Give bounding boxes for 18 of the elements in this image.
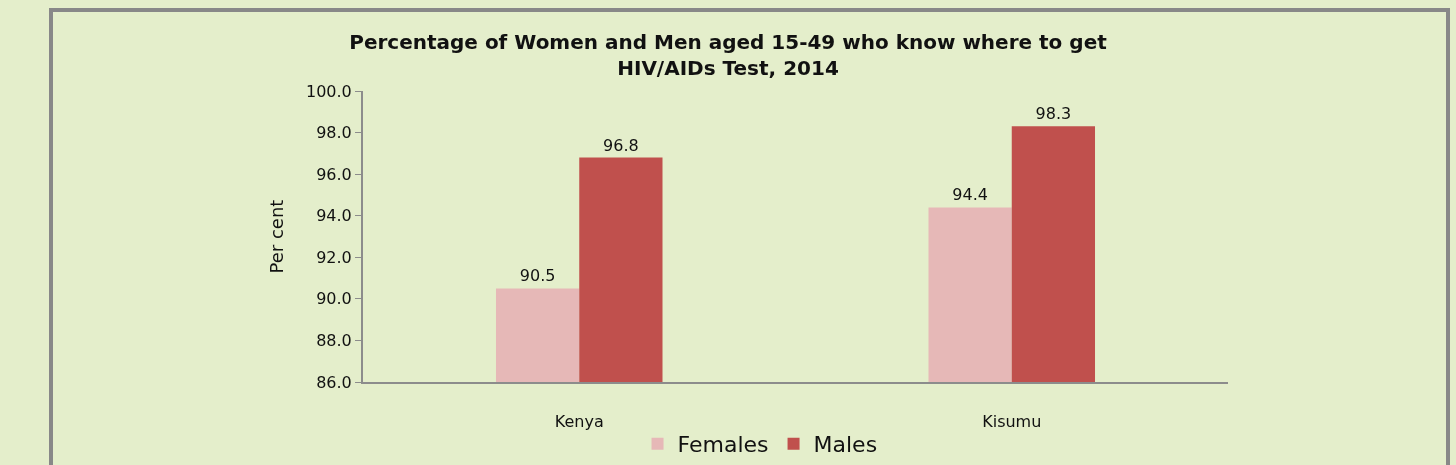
y-axis-title: Per cent: [265, 199, 287, 274]
chart-title: Percentage of Women and Men aged 15-49 who know where to get HIV/AIDs Test, 2014: [349, 30, 1108, 80]
y-tick-label: 100.0: [305, 81, 352, 101]
y-tick-label: 98.0: [316, 123, 352, 143]
legend-label: Males: [813, 432, 878, 458]
y-tick-label: 96.0: [316, 164, 352, 184]
data-label: 90.5: [519, 266, 556, 286]
x-tick-label: Kisumu: [982, 412, 1042, 432]
y-tick-label: 88.0: [316, 331, 352, 351]
y-tick-label: 90.0: [316, 289, 352, 309]
x-tick-label: Kenya: [554, 412, 604, 432]
y-tick-label: 92.0: [316, 247, 352, 267]
legend-label: Females: [677, 432, 769, 458]
y-tick-label: 86.0: [316, 372, 352, 392]
data-label: 98.3: [1035, 104, 1072, 124]
data-label: 96.8: [603, 135, 639, 155]
data-label: 94.4: [952, 185, 988, 205]
y-tick-label: 94.0: [316, 206, 352, 226]
